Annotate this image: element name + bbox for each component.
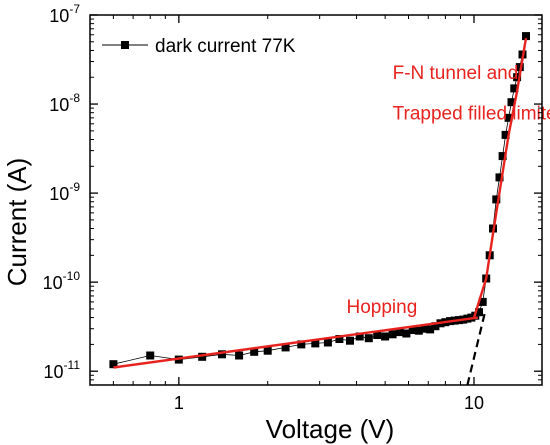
y-tick-label: 10-8: [49, 91, 80, 115]
data-point: [501, 130, 510, 139]
data-point: [297, 340, 306, 349]
data-point: [263, 346, 272, 355]
data-point: [475, 308, 483, 317]
plot-area: F-N tunnel and Trapped filled limited (TF…: [109, 32, 550, 385]
data-point: [522, 32, 530, 41]
y-axis-title: Current (A): [2, 158, 32, 287]
y-tick-label: 10-9: [49, 180, 80, 204]
y-tick-exponent: -10: [63, 269, 81, 283]
fit-line: [472, 37, 528, 318]
data-point: [420, 324, 429, 333]
data-point: [395, 328, 404, 337]
annotation: Trapped filled limited (TFL): [393, 104, 550, 125]
data-point: [109, 360, 118, 369]
y-tick-exponent: -7: [69, 2, 80, 16]
y-tick-label: 10-10: [43, 269, 81, 293]
plot-frame: [89, 14, 543, 386]
data-point: [346, 336, 354, 345]
data-point: [408, 326, 417, 334]
y-tick-base: 10: [49, 184, 69, 204]
data-point: [507, 98, 516, 107]
data-point: [513, 73, 522, 82]
x-axis-title: Voltage (V): [266, 414, 395, 444]
annotation: F-N tunnel and: [393, 63, 519, 84]
y-tick-exponent: -11: [64, 358, 81, 372]
extrapolation-line: [466, 311, 487, 385]
data-point: [311, 339, 320, 348]
y-tick-exponent: -9: [69, 180, 80, 194]
data-point: [492, 195, 501, 204]
data-point: [381, 332, 390, 341]
chart-text: Voltage (V) Current (A) dark current 77K: [2, 36, 394, 444]
x-tick-label: 10: [464, 393, 484, 413]
y-tick-exponent: -8: [69, 91, 80, 105]
data-point: [504, 113, 513, 122]
data-point: [198, 352, 207, 361]
data-point: [402, 329, 411, 338]
data-point: [364, 334, 373, 343]
data-point: [515, 63, 524, 72]
data-point: [498, 152, 507, 161]
annotation: Hopping: [347, 297, 418, 318]
data-point: [218, 350, 226, 359]
data-point: [495, 173, 504, 182]
data-point: [323, 338, 332, 347]
y-tick-base: 10: [49, 6, 69, 26]
fit-line: [113, 316, 478, 369]
data-point: [281, 343, 290, 352]
legend: [102, 41, 148, 49]
data-point: [355, 332, 364, 341]
data-point: [235, 351, 244, 360]
x-tick-label: 1: [174, 393, 184, 413]
data-point: [431, 322, 440, 331]
y-tick-label: 10-11: [44, 358, 81, 382]
y-tick-base: 10: [49, 95, 69, 115]
data-point: [250, 347, 259, 356]
data-point: [388, 330, 397, 339]
y-tick-base: 10: [44, 362, 64, 382]
y-tick-base: 10: [43, 273, 63, 293]
plot-content: [109, 32, 530, 385]
data-point: [146, 351, 155, 360]
legend-marker: [121, 41, 129, 49]
data-point: [414, 326, 423, 335]
data-point: [478, 297, 487, 306]
data-point: [510, 84, 519, 93]
legend-label: dark current 77K: [155, 36, 296, 57]
data-point: [335, 335, 344, 343]
data-point: [426, 325, 435, 334]
data-point: [373, 331, 382, 339]
y-tick-label: 10-7: [49, 2, 80, 26]
